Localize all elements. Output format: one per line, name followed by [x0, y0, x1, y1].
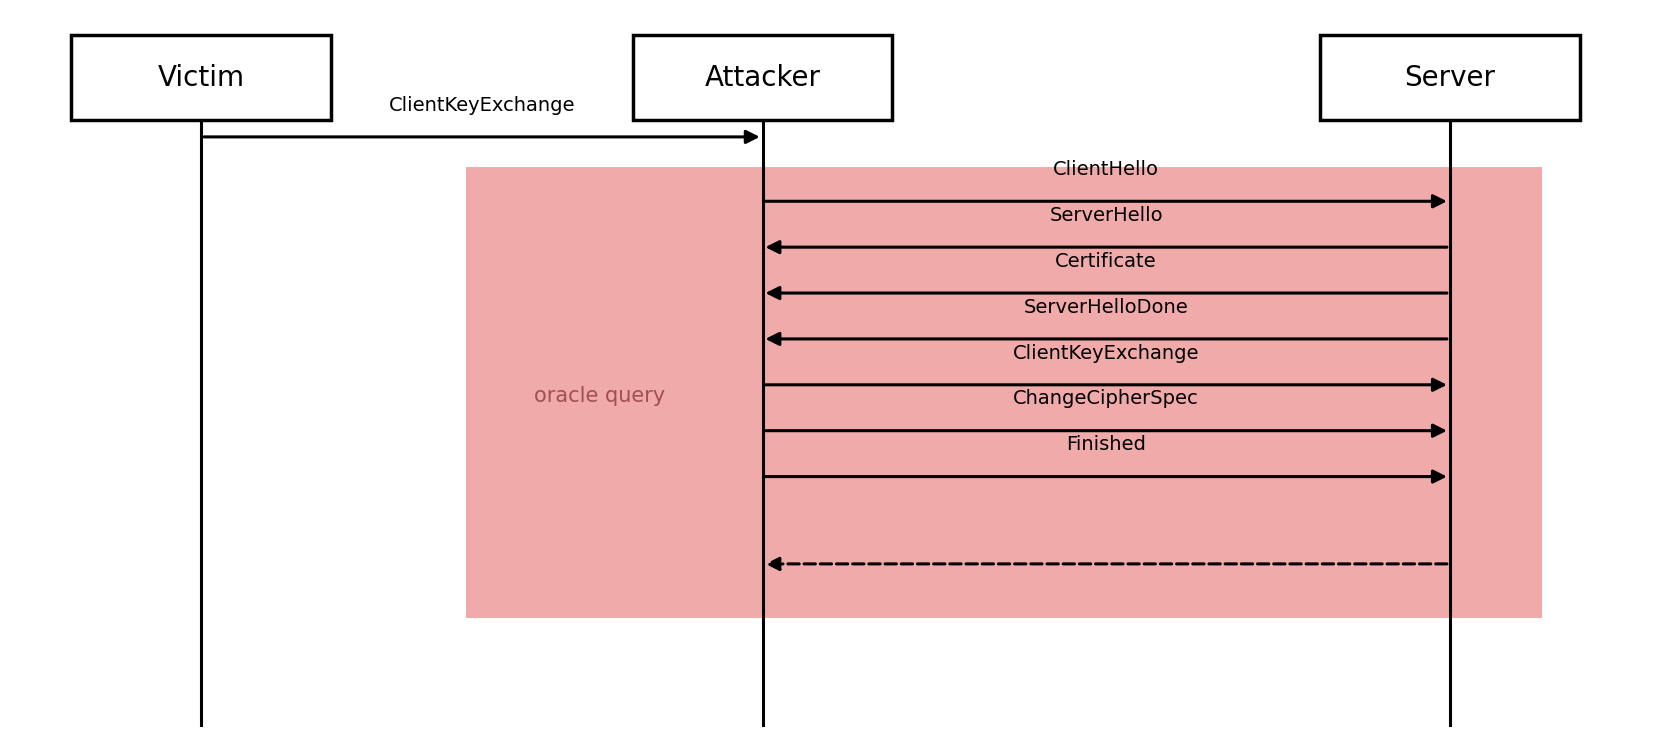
Text: Certificate: Certificate	[1056, 252, 1156, 271]
Text: ServerHelloDone: ServerHelloDone	[1024, 297, 1188, 317]
Text: ClientHello: ClientHello	[1053, 160, 1160, 179]
Text: Finished: Finished	[1066, 435, 1146, 454]
Bar	[634, 35, 892, 120]
Text: Attacker: Attacker	[704, 64, 821, 92]
Text: ChangeCipherSpec: ChangeCipherSpec	[1014, 389, 1198, 408]
Bar	[466, 166, 1542, 618]
Text: Server: Server	[1404, 64, 1495, 92]
Bar	[1321, 35, 1579, 120]
Text: oracle query: oracle query	[535, 386, 665, 406]
Text: Victim: Victim	[158, 64, 245, 92]
Bar	[70, 35, 332, 120]
Text: ClientKeyExchange: ClientKeyExchange	[1012, 343, 1200, 363]
Text: ServerHello: ServerHello	[1049, 206, 1163, 225]
Text: ClientKeyExchange: ClientKeyExchange	[389, 95, 575, 115]
